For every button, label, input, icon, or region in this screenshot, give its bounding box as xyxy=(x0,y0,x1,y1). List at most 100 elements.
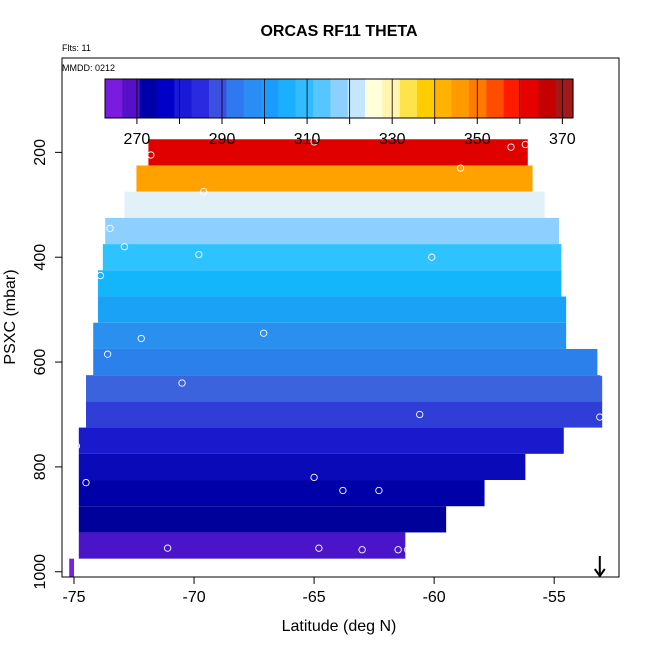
x-tick-label: -60 xyxy=(423,589,446,606)
x-tick-label: -75 xyxy=(62,589,85,606)
colorbar-swatch xyxy=(278,79,297,118)
data-point xyxy=(358,546,366,554)
colorbar-swatch xyxy=(521,79,539,118)
data-point xyxy=(456,164,465,172)
colorbar-swatch xyxy=(122,79,141,118)
data-point xyxy=(339,486,347,495)
colorbar-tick-label: 310 xyxy=(294,131,321,148)
theta-band-16 xyxy=(69,558,75,577)
theta-band-11 xyxy=(78,427,564,454)
x-tick-label: -70 xyxy=(182,589,205,606)
data-point xyxy=(567,248,575,256)
data-point xyxy=(596,413,604,421)
data-point xyxy=(82,478,90,487)
colorbar-swatch xyxy=(157,79,175,118)
data-point xyxy=(137,334,145,343)
colorbar-swatch xyxy=(295,79,314,118)
colorbar-swatch xyxy=(139,79,158,118)
data-point xyxy=(96,271,105,280)
x-axis-label: Latitude (deg N) xyxy=(282,618,397,635)
data-point xyxy=(260,329,268,337)
down-arrow-head-icon xyxy=(593,568,606,578)
theta-band-6 xyxy=(98,296,567,323)
colorbar-frame xyxy=(104,78,574,119)
data-point xyxy=(147,151,155,159)
colorbar-swatch xyxy=(365,79,383,118)
data-point xyxy=(521,140,530,149)
colorbar-tick-label: 350 xyxy=(464,131,491,148)
data-point xyxy=(103,350,112,358)
theta-band-5 xyxy=(98,270,562,297)
chart-title: ORCAS RF11 THETA xyxy=(260,23,418,40)
colorbar-swatch xyxy=(538,79,557,118)
y-tick-label: 400 xyxy=(32,244,49,271)
theta-band-7 xyxy=(93,322,567,349)
theta-band-0 xyxy=(148,139,528,166)
theta-band-13 xyxy=(78,480,485,507)
date-label: MMDD: 0212 xyxy=(62,63,115,73)
colorbar-swatch xyxy=(469,79,487,118)
data-point xyxy=(560,219,568,227)
data-point xyxy=(310,473,318,482)
y-tick-label: 600 xyxy=(32,349,49,376)
data-point xyxy=(120,243,129,251)
y-tick-label: 800 xyxy=(32,453,49,480)
data-point xyxy=(375,486,383,495)
data-point xyxy=(178,379,186,387)
theta-band-9 xyxy=(86,375,603,402)
data-point xyxy=(598,368,606,377)
x-tick-label: -65 xyxy=(303,589,326,606)
colorbar-swatch xyxy=(261,79,279,118)
theta-band-12 xyxy=(78,453,526,481)
data-point xyxy=(428,253,436,261)
theta-band-14 xyxy=(78,506,447,533)
colorbar-swatch xyxy=(451,79,470,118)
plot-frame xyxy=(61,57,620,578)
colorbar-swatch xyxy=(382,79,401,118)
data-point xyxy=(404,546,412,554)
colorbar-swatch xyxy=(209,79,227,118)
data-point xyxy=(416,410,424,419)
colorbar-swatch xyxy=(503,79,522,118)
theta-band-2 xyxy=(124,191,545,218)
colorbar-swatch xyxy=(347,79,366,118)
data-point xyxy=(310,138,318,146)
data-point xyxy=(163,544,172,552)
theta-band-3 xyxy=(105,217,559,245)
theta-band-15 xyxy=(78,532,406,559)
data-point xyxy=(67,551,76,559)
colorbar-swatch xyxy=(330,79,349,118)
y-tick-label: 200 xyxy=(32,139,49,166)
flights-label: Flts: 11 xyxy=(62,43,91,53)
theta-band-4 xyxy=(102,244,562,271)
data-point xyxy=(507,143,515,151)
data-point xyxy=(72,442,81,450)
y-tick-label: 1000 xyxy=(32,554,49,590)
x-tick-label: -55 xyxy=(543,589,566,606)
colorbar-swatch xyxy=(191,79,210,118)
colorbar-swatch xyxy=(399,79,418,118)
colorbar-swatch xyxy=(243,79,262,118)
colorbar-swatch xyxy=(226,79,245,118)
data-point xyxy=(394,546,402,554)
theta-band-1 xyxy=(136,165,533,192)
theta-band-10 xyxy=(86,401,603,428)
data-point xyxy=(200,188,208,196)
colorbar-tick-label: 290 xyxy=(209,131,236,148)
colorbar-tick-label: 370 xyxy=(549,131,576,148)
data-point xyxy=(106,224,114,233)
colorbar-swatch xyxy=(486,79,505,118)
colorbar-swatch xyxy=(313,79,331,118)
colorbar-swatch xyxy=(555,79,574,118)
colorbar-swatch xyxy=(417,79,435,118)
colorbar-swatch xyxy=(174,79,193,118)
theta-band-8 xyxy=(93,348,598,376)
colorbar-tick-label: 270 xyxy=(124,131,151,148)
data-point xyxy=(195,250,203,259)
colorbar-tick-label: 330 xyxy=(379,131,406,148)
data-point xyxy=(315,544,323,552)
colorbar-swatch xyxy=(105,79,123,118)
y-axis-label: PSXC (mbar) xyxy=(2,269,19,364)
colorbar-swatch xyxy=(434,79,453,118)
